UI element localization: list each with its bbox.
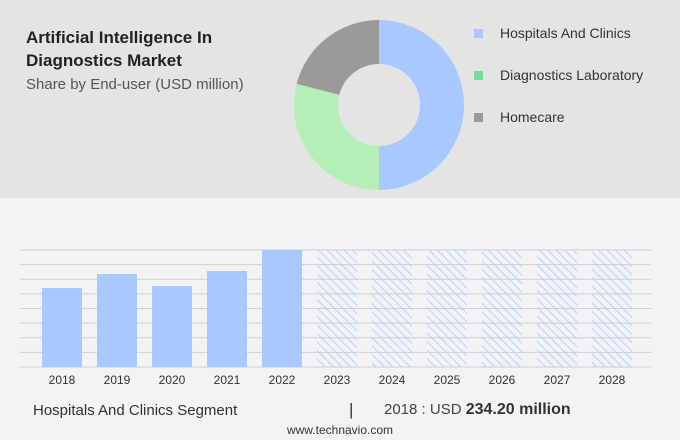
legend-swatch <box>474 112 483 122</box>
legend-item: Homecare <box>474 96 643 138</box>
forecast-bar <box>592 250 632 367</box>
x-tick-label: 2018 <box>49 373 76 387</box>
donut-slice <box>379 20 464 190</box>
year-label: 2018 : USD <box>384 401 462 418</box>
x-tick-label: 2026 <box>489 373 516 387</box>
forecast-bar <box>372 250 412 367</box>
legend-item: Diagnostics Laboratory <box>474 54 643 96</box>
legend-label: Diagnostics Laboratory <box>500 67 644 83</box>
x-tick-label: 2021 <box>214 373 241 387</box>
donut-slice <box>296 20 379 95</box>
x-tick-label: 2024 <box>379 373 406 387</box>
source-url: www.technavio.com <box>286 423 394 437</box>
bar <box>207 271 247 367</box>
segment-label: Hospitals And Clinics Segment <box>33 402 238 419</box>
x-tick-label: 2020 <box>159 373 186 387</box>
legend-label: Hospitals And Clinics <box>500 25 631 41</box>
legend-swatch <box>474 70 483 80</box>
forecast-bar <box>537 250 577 367</box>
x-tick-label: 2027 <box>544 373 571 387</box>
chart-subtitle: Share by End-user (USD million) <box>26 76 244 93</box>
x-tick-label: 2019 <box>104 373 131 387</box>
legend-label: Homecare <box>500 109 565 125</box>
legend-swatch <box>474 28 483 38</box>
donut-slice <box>294 83 379 190</box>
x-tick-label: 2025 <box>434 373 461 387</box>
bar <box>97 274 137 367</box>
x-tick-label: 2028 <box>599 373 626 387</box>
bar <box>42 288 82 367</box>
bar <box>152 286 192 367</box>
forecast-bar <box>482 250 522 367</box>
forecast-bar <box>427 250 467 367</box>
forecast-bar <box>317 250 357 367</box>
x-tick-label: 2023 <box>324 373 351 387</box>
separator: | <box>349 400 354 419</box>
legend-item: Hospitals And Clinics <box>474 12 643 54</box>
value-text: 234.20 million <box>465 401 571 418</box>
x-tick-label: 2022 <box>269 373 296 387</box>
legend: Hospitals And Clinics Diagnostics Labora… <box>474 12 643 138</box>
chart-title: Artificial Intelligence In Diagnostics M… <box>26 28 213 70</box>
bar <box>262 250 302 367</box>
segment-value: 2018 : USD 234.20 million <box>384 401 571 419</box>
